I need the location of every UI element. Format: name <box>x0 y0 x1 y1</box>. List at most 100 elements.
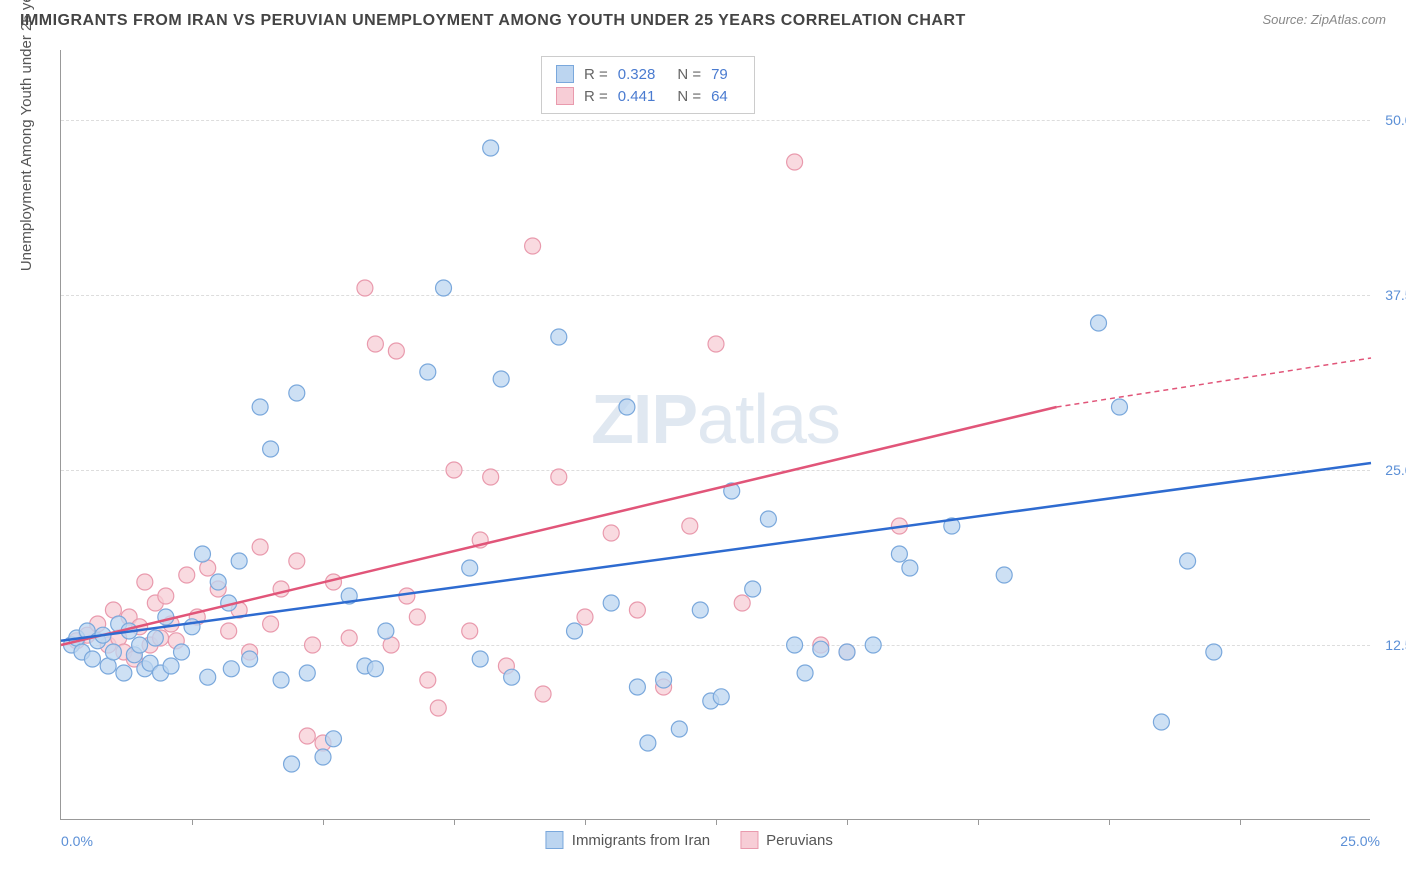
scatter-point <box>378 623 394 639</box>
scatter-point <box>839 644 855 660</box>
scatter-point <box>163 658 179 674</box>
y-tick-label: 12.5% <box>1385 637 1406 653</box>
scatter-point <box>252 539 268 555</box>
stats-legend: R = 0.328 N = 79 R = 0.441 N = 64 <box>541 56 755 114</box>
scatter-point <box>289 385 305 401</box>
n-value-blue: 79 <box>711 66 728 83</box>
scatter-point <box>902 560 918 576</box>
legend-label-blue: Immigrants from Iran <box>572 832 710 849</box>
scatter-point <box>223 661 239 677</box>
scatter-plot-svg <box>61 50 1370 819</box>
n-value-pink: 64 <box>711 88 728 105</box>
scatter-point <box>305 637 321 653</box>
y-tick-label: 37.5% <box>1385 287 1406 303</box>
chart-area: ZIPatlas 12.5%25.0%37.5%50.0% R = 0.328 … <box>60 50 1370 820</box>
scatter-point <box>682 518 698 534</box>
scatter-point <box>603 595 619 611</box>
scatter-point <box>158 609 174 625</box>
scatter-point <box>1206 644 1222 660</box>
scatter-point <box>147 630 163 646</box>
scatter-point <box>996 567 1012 583</box>
scatter-point <box>210 574 226 590</box>
chart-source: Source: ZipAtlas.com <box>1262 12 1386 27</box>
scatter-point <box>367 661 383 677</box>
legend-label-pink: Peruvians <box>766 832 833 849</box>
trend-line <box>1057 358 1371 407</box>
x-tick <box>1240 819 1241 825</box>
scatter-point <box>1111 399 1127 415</box>
scatter-point <box>745 581 761 597</box>
scatter-point <box>399 588 415 604</box>
scatter-point <box>221 623 237 639</box>
scatter-point <box>158 588 174 604</box>
scatter-point <box>787 637 803 653</box>
scatter-point <box>341 630 357 646</box>
scatter-point <box>1091 315 1107 331</box>
scatter-point <box>357 280 373 296</box>
scatter-point <box>84 651 100 667</box>
scatter-point <box>242 651 258 667</box>
legend-item-blue: Immigrants from Iran <box>546 831 710 849</box>
scatter-point <box>116 665 132 681</box>
scatter-point <box>504 669 520 685</box>
scatter-point <box>708 336 724 352</box>
y-tick-label: 50.0% <box>1385 112 1406 128</box>
scatter-point <box>760 511 776 527</box>
scatter-point <box>671 721 687 737</box>
scatter-point <box>483 140 499 156</box>
scatter-point <box>289 553 305 569</box>
scatter-point <box>252 399 268 415</box>
scatter-point <box>619 399 635 415</box>
scatter-point <box>200 669 216 685</box>
scatter-point <box>629 679 645 695</box>
scatter-point <box>409 609 425 625</box>
scatter-point <box>179 567 195 583</box>
scatter-point <box>436 280 452 296</box>
scatter-point <box>299 665 315 681</box>
scatter-point <box>273 672 289 688</box>
scatter-point <box>551 469 567 485</box>
scatter-point <box>629 602 645 618</box>
r-value-blue: 0.328 <box>618 66 656 83</box>
scatter-point <box>462 623 478 639</box>
scatter-point <box>865 637 881 653</box>
scatter-point <box>472 651 488 667</box>
scatter-point <box>535 686 551 702</box>
scatter-point <box>692 602 708 618</box>
scatter-point <box>640 735 656 751</box>
scatter-point <box>525 238 541 254</box>
x-tick <box>454 819 455 825</box>
scatter-point <box>174 644 190 660</box>
scatter-point <box>194 546 210 562</box>
scatter-point <box>137 574 153 590</box>
x-axis-start-label: 0.0% <box>61 833 93 849</box>
x-tick <box>847 819 848 825</box>
swatch-blue-icon <box>546 831 564 849</box>
scatter-point <box>891 546 907 562</box>
chart-title: IMMIGRANTS FROM IRAN VS PERUVIAN UNEMPLO… <box>20 12 966 30</box>
x-tick <box>1109 819 1110 825</box>
scatter-point <box>787 154 803 170</box>
scatter-point <box>493 371 509 387</box>
x-tick <box>192 819 193 825</box>
scatter-point <box>263 616 279 632</box>
scatter-point <box>797 665 813 681</box>
scatter-point <box>299 728 315 744</box>
scatter-point <box>315 749 331 765</box>
swatch-pink-icon <box>740 831 758 849</box>
scatter-point <box>231 553 247 569</box>
scatter-point <box>420 672 436 688</box>
scatter-point <box>1180 553 1196 569</box>
scatter-point <box>577 609 593 625</box>
scatter-point <box>388 343 404 359</box>
scatter-point <box>567 623 583 639</box>
x-tick <box>585 819 586 825</box>
scatter-point <box>105 644 121 660</box>
y-tick-label: 25.0% <box>1385 462 1406 478</box>
scatter-point <box>603 525 619 541</box>
x-tick <box>978 819 979 825</box>
scatter-point <box>430 700 446 716</box>
x-axis-end-label: 25.0% <box>1340 833 1380 849</box>
legend-item-pink: Peruvians <box>740 831 833 849</box>
scatter-point <box>734 595 750 611</box>
